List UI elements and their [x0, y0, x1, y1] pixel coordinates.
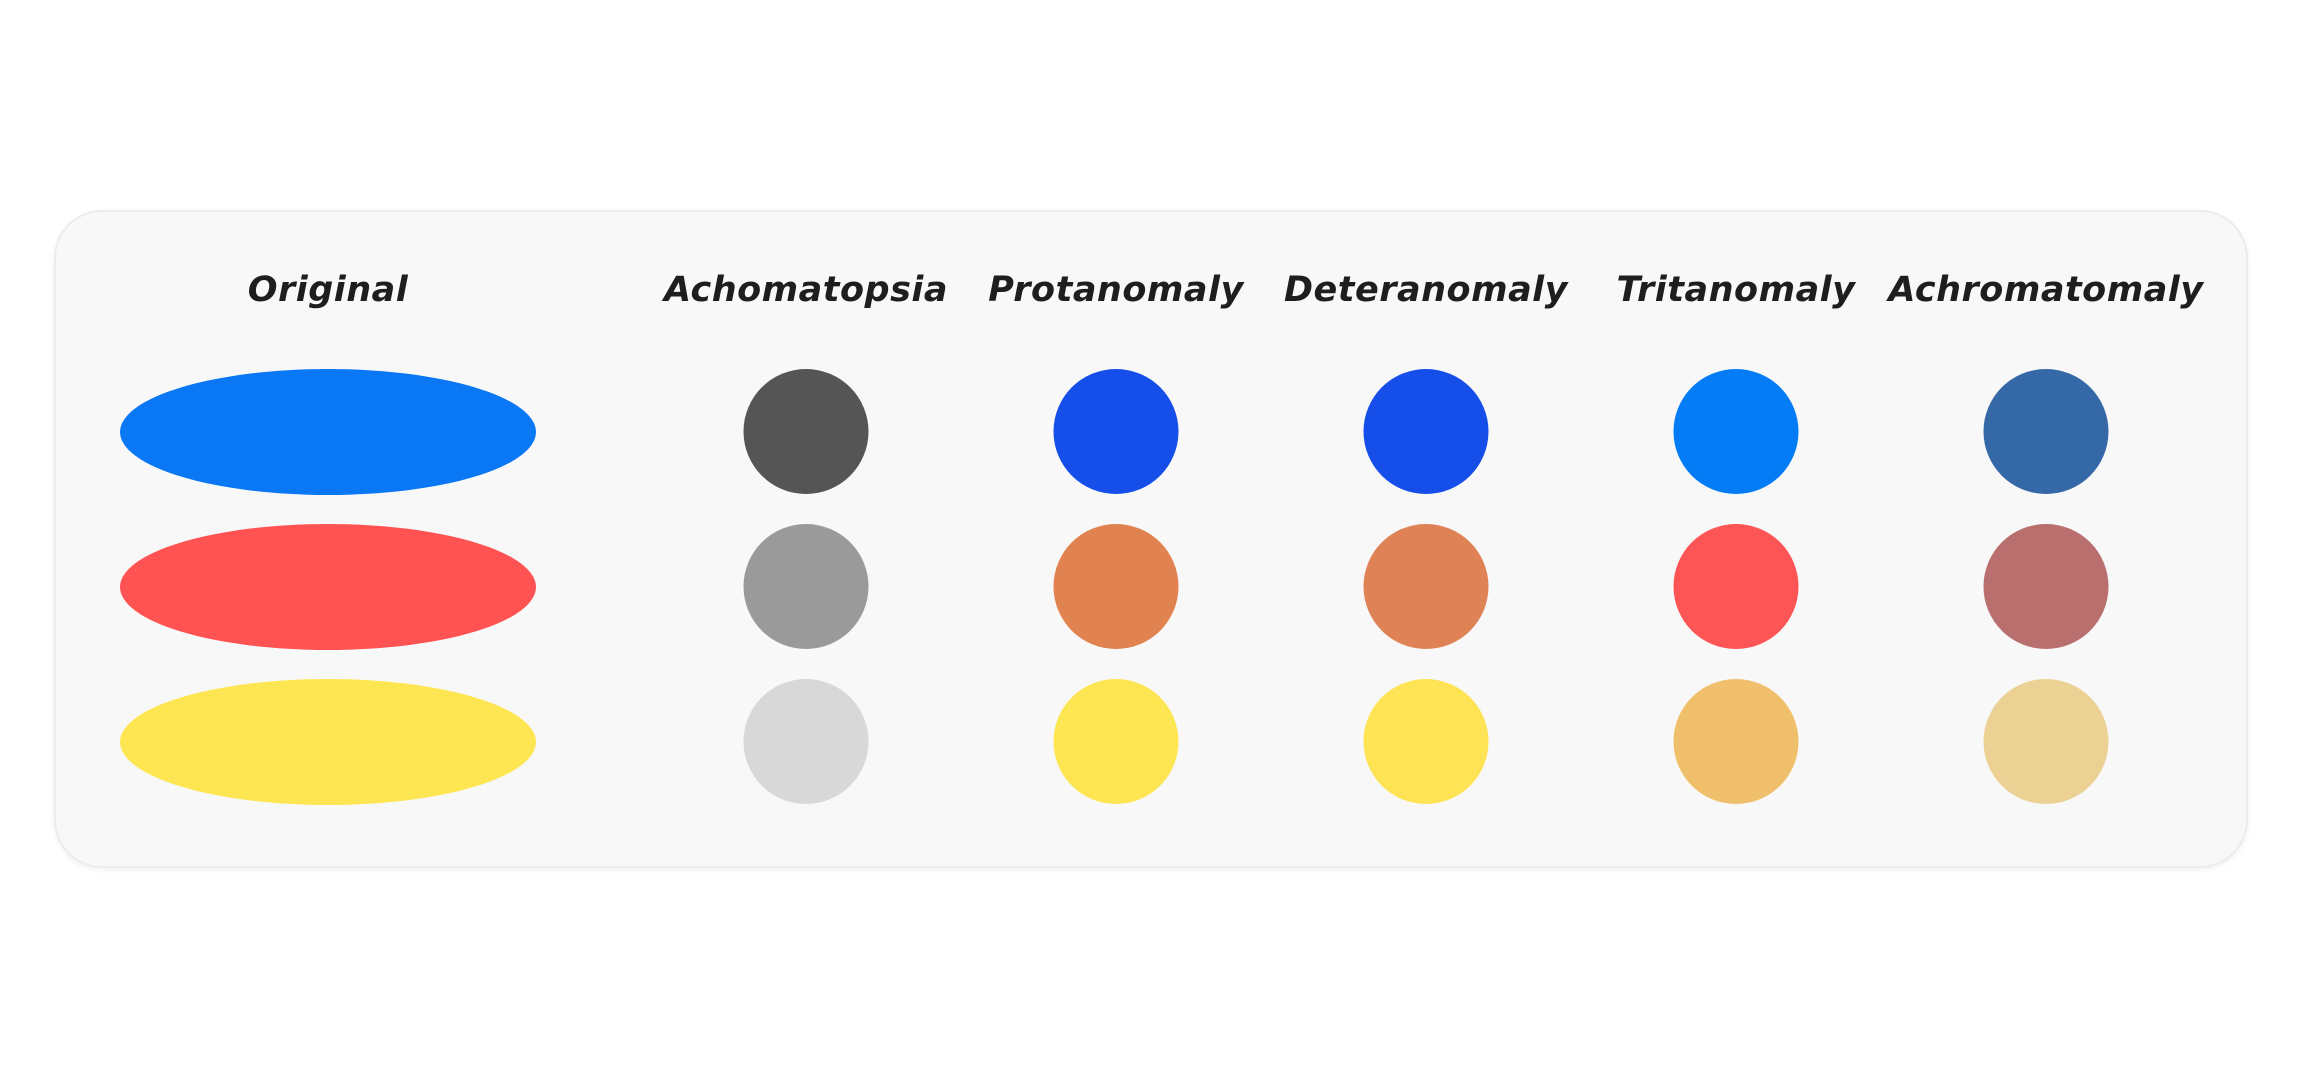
swatch-protanomaly-red — [1053, 524, 1179, 649]
swatch-achomatopsia-red — [743, 524, 869, 649]
swatch-tritanomaly-blue — [1673, 369, 1799, 494]
column-label-achomatopsia: Achomatopsia — [663, 270, 949, 310]
column-deteranomaly: Deteranomaly — [1276, 212, 1576, 866]
swatch-original-blue — [120, 369, 536, 495]
column-original: Original — [120, 212, 536, 866]
swatch-protanomaly-blue — [1053, 369, 1179, 494]
color-blindness-comparison-card: Original Achomatopsia Protanomaly Detera… — [54, 210, 2248, 868]
swatch-achomatopsia-yellow — [743, 679, 869, 804]
column-label-tritanomaly: Tritanomaly — [1616, 270, 1856, 310]
column-achomatopsia: Achomatopsia — [656, 212, 956, 866]
column-protanomaly: Protanomaly — [966, 212, 1266, 866]
swatch-achromatomaly-yellow — [1983, 679, 2109, 804]
swatch-achromatomaly-red — [1983, 524, 2109, 649]
swatch-original-yellow — [120, 679, 536, 805]
swatch-deteranomaly-blue — [1363, 369, 1489, 494]
column-label-achromatomaly: Achromatomaly — [1888, 270, 2204, 310]
column-tritanomaly: Tritanomaly — [1586, 212, 1886, 866]
swatch-achomatopsia-blue — [743, 369, 869, 494]
swatch-tritanomaly-red — [1673, 524, 1799, 649]
swatch-achromatomaly-blue — [1983, 369, 2109, 494]
swatch-deteranomaly-red — [1363, 524, 1489, 649]
column-label-original: Original — [247, 270, 409, 310]
column-achromatomaly: Achromatomaly — [1888, 212, 2203, 866]
column-label-protanomaly: Protanomaly — [988, 270, 1244, 310]
swatch-original-red — [120, 524, 536, 650]
swatch-tritanomaly-yellow — [1673, 679, 1799, 804]
column-label-deteranomaly: Deteranomaly — [1283, 270, 1569, 310]
swatch-deteranomaly-yellow — [1363, 679, 1489, 804]
swatch-protanomaly-yellow — [1053, 679, 1179, 804]
